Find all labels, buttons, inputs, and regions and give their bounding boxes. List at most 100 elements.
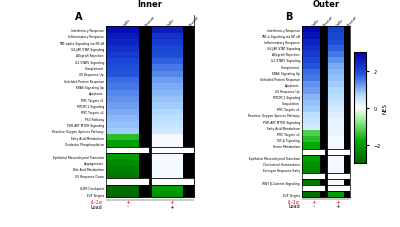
Bar <box>326 39 344 45</box>
Bar <box>344 106 350 112</box>
Bar <box>106 59 139 65</box>
Bar <box>344 27 350 33</box>
Bar <box>139 97 150 103</box>
Bar <box>183 65 194 71</box>
Bar <box>320 58 326 64</box>
Bar <box>106 141 139 147</box>
Bar <box>150 191 183 197</box>
Bar <box>302 112 320 118</box>
Bar <box>139 46 150 52</box>
Bar <box>183 191 194 197</box>
Bar <box>150 116 183 122</box>
Text: +: + <box>170 204 174 209</box>
Text: +: + <box>170 199 174 204</box>
Bar <box>150 128 183 134</box>
Bar <box>326 112 344 118</box>
Bar <box>183 71 194 78</box>
Bar <box>320 94 326 100</box>
Bar <box>344 64 350 70</box>
Text: +: + <box>336 204 340 208</box>
Text: Cells: Cells <box>122 17 132 27</box>
Bar <box>183 185 194 191</box>
Title: Outer: Outer <box>312 0 340 8</box>
Bar <box>183 116 194 122</box>
Bar <box>183 122 194 128</box>
Bar <box>183 78 194 84</box>
Bar <box>320 125 326 131</box>
Bar <box>320 100 326 106</box>
Bar <box>302 137 320 143</box>
Bar <box>139 166 150 172</box>
Bar <box>302 173 350 179</box>
Bar <box>320 82 326 88</box>
Bar <box>320 88 326 94</box>
Bar <box>139 84 150 90</box>
Bar <box>106 147 194 153</box>
Bar <box>106 122 139 128</box>
Bar <box>139 116 150 122</box>
Bar <box>326 27 344 33</box>
Bar <box>106 166 139 172</box>
Bar <box>183 46 194 52</box>
Bar <box>320 112 326 118</box>
Text: +: + <box>126 199 130 204</box>
Bar <box>106 52 139 59</box>
Bar <box>320 143 326 149</box>
Bar <box>150 134 183 141</box>
Bar <box>139 141 150 147</box>
Text: Cells: Cells <box>311 17 320 27</box>
Bar <box>183 160 194 166</box>
Bar <box>150 185 183 191</box>
Bar <box>139 65 150 71</box>
Bar <box>150 40 183 46</box>
Bar <box>150 166 183 172</box>
Bar <box>183 97 194 103</box>
Bar <box>150 59 183 65</box>
Bar <box>150 90 183 97</box>
Text: Tissue: Tissue <box>144 15 156 27</box>
Bar <box>183 27 194 34</box>
Bar <box>326 161 344 167</box>
Bar <box>344 167 350 173</box>
Bar <box>320 76 326 82</box>
Bar <box>320 131 326 137</box>
Text: Load: Load <box>91 204 103 209</box>
Bar <box>106 109 139 116</box>
Text: IL-1α: IL-1α <box>288 199 300 204</box>
Title: Inner: Inner <box>138 0 162 8</box>
Bar <box>320 191 326 197</box>
Bar <box>302 149 350 155</box>
Bar <box>139 78 150 84</box>
Bar <box>150 160 183 166</box>
Bar <box>150 109 183 116</box>
Bar <box>139 40 150 46</box>
Bar <box>320 52 326 58</box>
Bar <box>139 71 150 78</box>
Bar <box>106 128 139 134</box>
Bar <box>344 33 350 39</box>
Bar <box>344 112 350 118</box>
Bar <box>302 52 320 58</box>
Bar <box>106 65 139 71</box>
Text: -: - <box>313 204 315 208</box>
Bar <box>106 27 139 34</box>
Bar <box>344 143 350 149</box>
Bar <box>106 97 139 103</box>
Bar <box>302 33 320 39</box>
Bar <box>139 59 150 65</box>
Bar <box>302 106 320 112</box>
Bar <box>302 118 320 125</box>
Bar <box>302 143 320 149</box>
Bar <box>320 118 326 125</box>
Bar <box>344 137 350 143</box>
Bar <box>302 45 320 52</box>
Text: +: + <box>336 199 340 204</box>
Bar <box>183 59 194 65</box>
Bar <box>106 179 194 185</box>
Bar <box>326 45 344 52</box>
Bar <box>139 172 150 179</box>
Text: Tissue: Tissue <box>323 15 334 27</box>
Bar <box>302 185 350 191</box>
Bar <box>106 46 139 52</box>
Bar <box>344 155 350 161</box>
